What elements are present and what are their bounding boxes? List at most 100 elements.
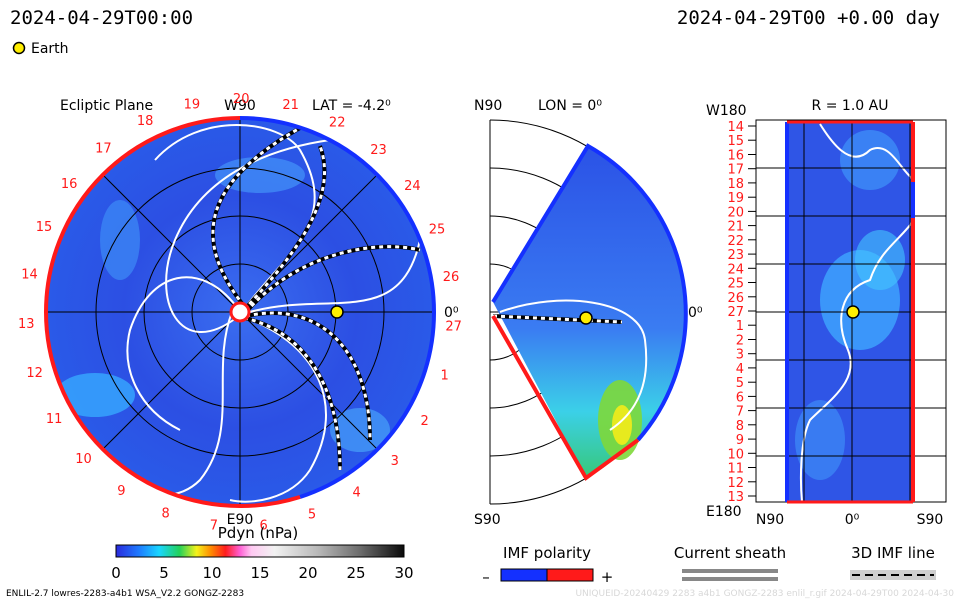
earth-marker-meridional bbox=[579, 311, 593, 325]
ecliptic-carrington-label: 17 bbox=[95, 141, 112, 156]
r-panel-carrington-label: 17 bbox=[727, 163, 744, 178]
ecliptic-carrington-label: 23 bbox=[370, 143, 387, 158]
r-panel-carrington-label: 1 bbox=[736, 319, 744, 334]
ecliptic-carrington-label: 27 bbox=[445, 320, 462, 335]
r-panel-carrington-label: 24 bbox=[727, 262, 744, 277]
earth-legend-label: Earth bbox=[31, 41, 69, 57]
r-panel-carrington-label: 9 bbox=[736, 433, 744, 448]
meridional-top-label: N90 bbox=[474, 98, 502, 114]
footer-left: ENLIL-2.7 lowres-2283-a4b1 WSA_V2.2 GONG… bbox=[6, 589, 244, 599]
r-panel-carrington-label: 8 bbox=[736, 419, 744, 434]
ecliptic-bottom-label: E90 bbox=[227, 512, 254, 528]
colorbar: Pdyn (nPa) 0 5 10 15 20 25 30 bbox=[111, 524, 413, 582]
r-panel-carrington-label: 13 bbox=[727, 490, 744, 505]
ecliptic-carrington-label: 10 bbox=[75, 452, 92, 467]
ecliptic-top-label: W90 bbox=[224, 98, 256, 114]
imf-polarity-negative-swatch bbox=[500, 568, 548, 582]
r-panel-carrington-label: 7 bbox=[736, 405, 744, 420]
colorbar-tick-label: 25 bbox=[346, 564, 365, 582]
r-panel-carrington-label: 26 bbox=[727, 291, 744, 306]
r-panel-carrington-label: 18 bbox=[727, 177, 744, 192]
r-panel-carrington-label: 5 bbox=[736, 376, 744, 391]
r-panel-carrington-label: 2 bbox=[736, 334, 744, 349]
r-panel-carrington-label: 14 bbox=[727, 120, 744, 135]
meridional-panel: N90 LON = 0⁰ 0⁰ S90 bbox=[474, 98, 703, 528]
imf-polarity-positive-swatch bbox=[546, 568, 594, 582]
r-panel-xlabel-0: 0⁰ bbox=[845, 512, 860, 528]
r-panel-carrington-label: 25 bbox=[727, 277, 744, 292]
ecliptic-carrington-label: 22 bbox=[329, 115, 346, 130]
ecliptic-carrington-label: 5 bbox=[308, 508, 316, 523]
r-panel-xlabel-s90: S90 bbox=[917, 512, 944, 528]
ecliptic-carrington-label: 11 bbox=[46, 412, 63, 427]
colorbar-title: Pdyn (nPa) bbox=[218, 524, 299, 542]
imf-polarity-title: IMF polarity bbox=[503, 544, 591, 562]
ecliptic-carrington-label: 7 bbox=[210, 518, 218, 533]
ecliptic-carrington-label: 14 bbox=[21, 268, 38, 283]
meridional-bottom-label: S90 bbox=[474, 512, 501, 528]
r-panel-carrington-label: 11 bbox=[727, 462, 744, 477]
ecliptic-carrington-label: 13 bbox=[18, 317, 35, 332]
ecliptic-carrington-label: 1 bbox=[440, 369, 448, 384]
r-panel-carrington-label: 16 bbox=[727, 149, 744, 164]
ecliptic-carrington-label: 8 bbox=[161, 507, 169, 522]
ecliptic-carrington-label: 24 bbox=[404, 179, 421, 194]
r-panel-carrington-label: 20 bbox=[727, 205, 744, 220]
current-sheath-legend: Current sheath bbox=[674, 544, 786, 581]
imf-polarity-minus: – bbox=[482, 568, 490, 586]
ecliptic-carrington-label: 2 bbox=[421, 414, 429, 429]
r-panel-carrington-label: 15 bbox=[727, 134, 744, 149]
ecliptic-carrington-label: 19 bbox=[184, 98, 201, 113]
r-panel-carrington-label: 21 bbox=[727, 220, 744, 235]
r-panel-xlabel-n90: N90 bbox=[756, 512, 784, 528]
r-panel-carrington-label: 19 bbox=[727, 191, 744, 206]
r-panel-bottom-label: E180 bbox=[706, 504, 742, 520]
r-panel-top-label: W180 bbox=[706, 103, 747, 119]
ecliptic-right-label: 0⁰ bbox=[444, 305, 459, 321]
imf-polarity-legend: IMF polarity – + bbox=[482, 544, 613, 586]
r-panel-carrington-labels: 1415161718192021222324252627123456789101… bbox=[727, 120, 756, 505]
r-panel-carrington-label: 22 bbox=[727, 234, 744, 249]
colorbar-tick-label: 10 bbox=[202, 564, 221, 582]
meridional-right-label: 0⁰ bbox=[688, 305, 703, 321]
ecliptic-carrington-label: 3 bbox=[391, 454, 399, 469]
meridional-lon-label: LON = 0⁰ bbox=[538, 98, 602, 114]
imf-polarity-plus: + bbox=[601, 568, 614, 586]
polarity-arc-negative bbox=[239, 116, 437, 499]
colorbar-tick-label: 0 bbox=[111, 564, 121, 582]
meridional-wedge bbox=[493, 146, 686, 478]
r-panel-carrington-label: 4 bbox=[736, 362, 744, 377]
r-panel-carrington-label: 23 bbox=[727, 248, 744, 263]
colorbar-tick-label: 20 bbox=[298, 564, 317, 582]
ecliptic-carrington-label: 18 bbox=[137, 114, 154, 129]
earth-marker-ecliptic bbox=[330, 305, 344, 319]
colorbar-tick-label: 15 bbox=[250, 564, 269, 582]
imf-3d-line-title: 3D IMF line bbox=[851, 544, 935, 562]
time-right: 2024-04-29T00 +0.00 day bbox=[677, 7, 940, 29]
ecliptic-carrington-label: 20 bbox=[233, 92, 250, 107]
ecliptic-lat-label: LAT = -4.2⁰ bbox=[312, 98, 391, 114]
r-panel-carrington-label: 3 bbox=[736, 348, 744, 363]
r-panel-carrington-label: 6 bbox=[736, 390, 744, 405]
colorbar-scale bbox=[115, 544, 405, 558]
colorbar-tick-label: 5 bbox=[159, 564, 169, 582]
polarity-arc-positive bbox=[43, 116, 301, 509]
current-sheath-title: Current sheath bbox=[674, 544, 786, 562]
sun-marker bbox=[229, 301, 251, 323]
r-panel-carrington-label: 27 bbox=[727, 305, 744, 320]
earth-marker-r bbox=[846, 305, 860, 319]
ecliptic-panel: Ecliptic Plane W90 LAT = -4.2⁰ 0⁰ E90 19… bbox=[18, 92, 462, 534]
ecliptic-carrington-label: 25 bbox=[429, 222, 446, 237]
ecliptic-carrington-labels: 19 20 212223242526271234567891011121314151… bbox=[18, 92, 462, 534]
ecliptic-carrington-label: 6 bbox=[259, 519, 267, 534]
ecliptic-carrington-label: 9 bbox=[117, 484, 125, 499]
r-panel: W180 R = 1.0 AU E180 N90 0⁰ S90 14151617… bbox=[706, 98, 947, 528]
colorbar-ticks: 0 5 10 15 20 25 30 bbox=[111, 564, 413, 582]
ecliptic-carrington-label: 12 bbox=[26, 366, 43, 381]
ecliptic-carrington-label: 16 bbox=[61, 177, 78, 192]
footer-right: UNIQUEID-20240429 2283 a4b1 GONGZ-2283 e… bbox=[575, 589, 954, 599]
ecliptic-carrington-label: 4 bbox=[352, 486, 360, 501]
time-left: 2024-04-29T00:00 bbox=[10, 7, 193, 29]
